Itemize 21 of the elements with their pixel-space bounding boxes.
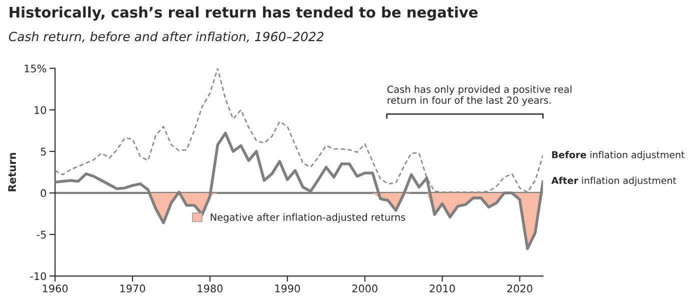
y-tick-label: 15%: [24, 64, 46, 72]
y-tick-label: -10: [30, 272, 46, 280]
x-tick-label: 1960: [42, 284, 68, 292]
x-tick-label: 2020: [507, 284, 532, 292]
chart-subtitle: Cash return, before and after inflation, 1960–2022: [8, 32, 324, 43]
series-label: Before inflation adjustment: [552, 150, 684, 160]
x-tick-label: 1980: [198, 284, 223, 292]
chart-title: Historically, cash’s real return has tended to be negative: [10, 6, 478, 21]
y-tick-label: 10: [34, 106, 46, 114]
y-tick-label: -5: [36, 230, 46, 239]
x-tick-label: 1970: [120, 284, 146, 292]
x-tick-label: 1990: [275, 284, 300, 292]
series-label: After inflation adjustment: [551, 176, 676, 186]
annotation: Cash has only provided a positive real return in four of the last 20 years.: [387, 85, 572, 106]
y-tick-label: 0: [40, 189, 46, 198]
y-tick-label: 5: [40, 148, 46, 156]
x-tick-label: 2000: [352, 284, 378, 292]
y-axis-title: Return: [8, 152, 16, 192]
line-series: [55, 132, 543, 250]
legend-label: Negative after inflation-adjusted returns: [210, 213, 406, 223]
x-tick-label: 2010: [430, 284, 455, 292]
